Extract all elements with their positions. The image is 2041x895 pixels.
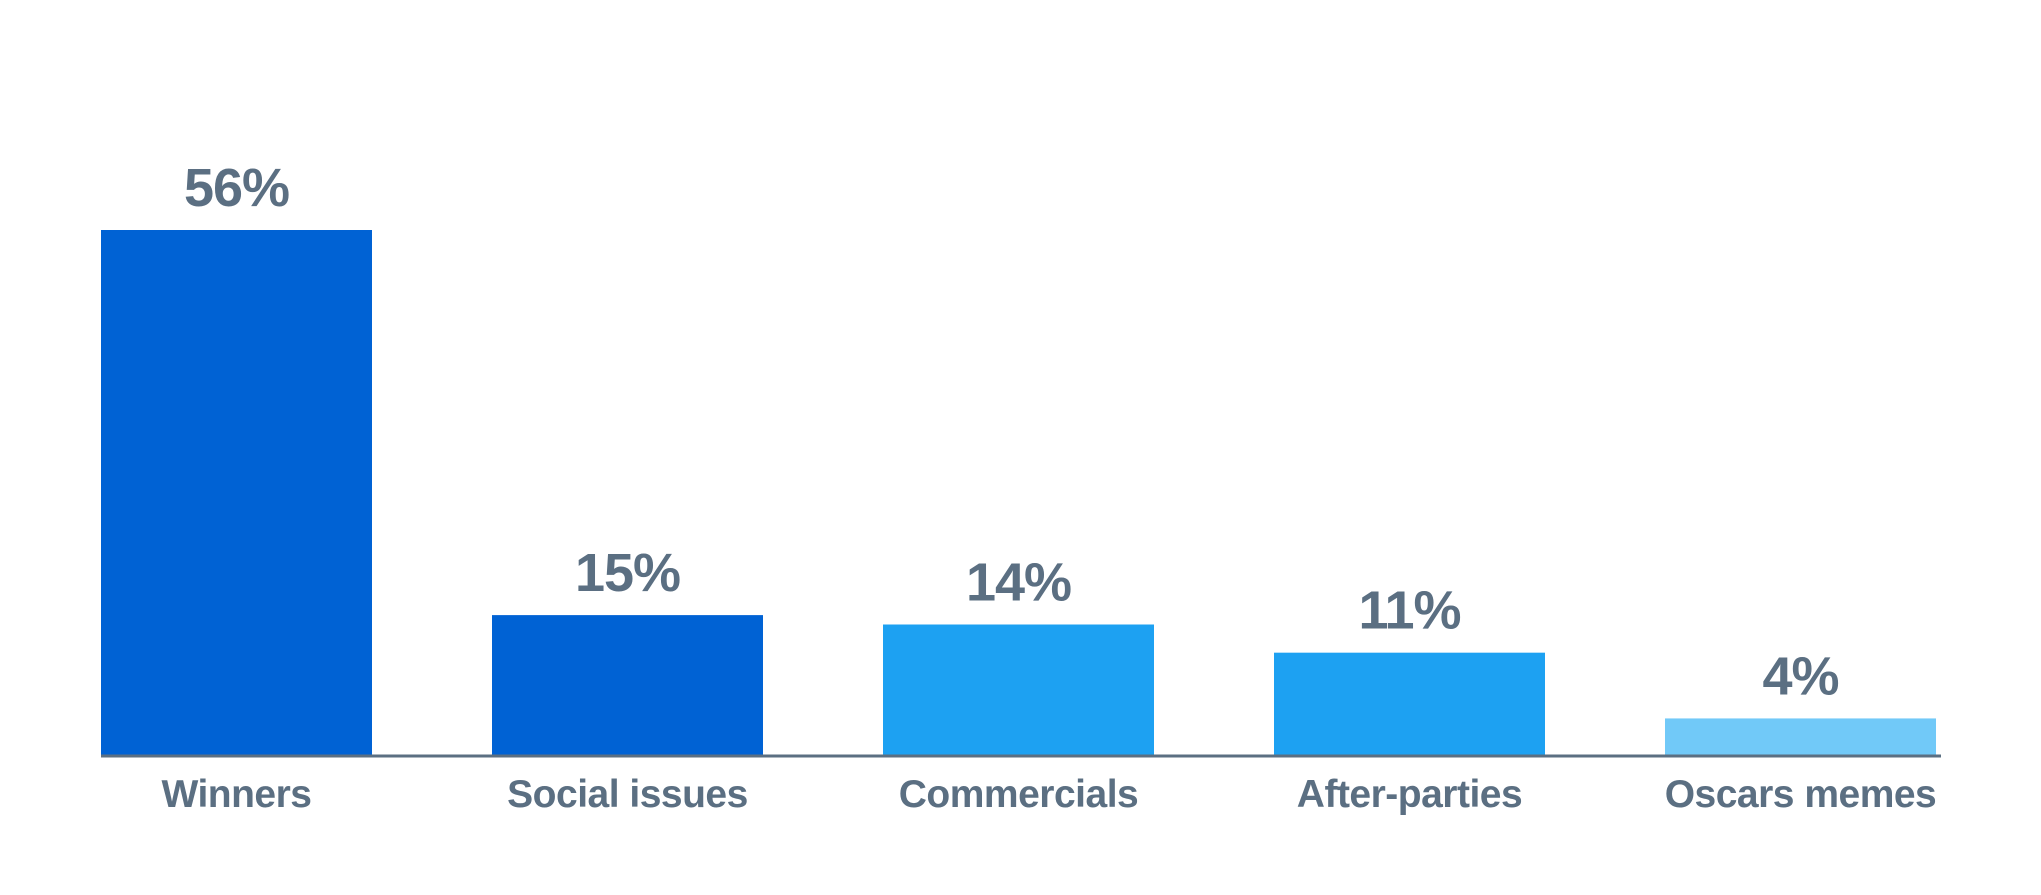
category-label: Oscars memes (1665, 773, 1937, 816)
bar-commercials (883, 624, 1154, 756)
category-label: Winners (161, 773, 311, 816)
bar-after-parties (1274, 652, 1545, 756)
value-label: 56% (184, 158, 289, 218)
value-label: 14% (966, 553, 1071, 613)
category-label: Social issues (507, 773, 748, 816)
value-label: 11% (1358, 581, 1460, 641)
category-label: After-parties (1297, 773, 1522, 816)
bar-oscars-memes (1665, 718, 1936, 756)
value-labels-layer: 56% 15% 14% 11% 4% (184, 158, 1840, 706)
category-labels-layer: Winners Social issues Commercials After-par… (161, 773, 1936, 816)
category-label: Commercials (899, 773, 1138, 816)
bar-social-issues (492, 615, 763, 756)
value-label: 15% (575, 543, 680, 603)
value-label: 4% (1762, 646, 1838, 706)
bars-layer (101, 230, 1936, 756)
bar-winners (101, 230, 372, 756)
